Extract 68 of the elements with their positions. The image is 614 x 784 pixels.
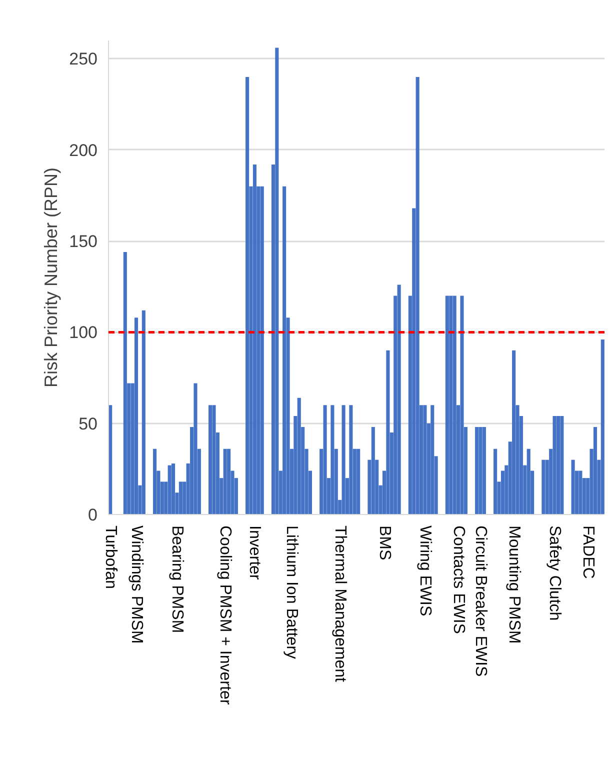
bar [282,186,286,514]
x-tick-label: Lithium Ion Battery [283,526,300,659]
bar [430,405,434,514]
bar [371,426,375,514]
bar [297,398,301,514]
bar [542,460,546,514]
y-tick-label: 250 [69,50,98,69]
y-tick-label: 50 [78,414,98,434]
bar [526,448,530,514]
bar [194,383,198,514]
bar [416,76,420,514]
x-tick-label: Bearing PMSM [168,526,186,634]
bar [252,164,256,514]
bar [223,448,227,514]
bar [212,405,216,514]
x-tick-label: Turbofan [102,526,119,589]
bar [571,460,575,514]
x-tick-label: Wiring EWIS [416,526,434,616]
x-tick-label: FADEC [579,526,596,579]
bar [275,48,279,514]
bar [449,296,453,514]
bar [445,296,449,514]
bar [260,186,264,514]
y-tick-label: 100 [69,323,98,342]
x-tick-label: Circuit Breaker EWIS [472,526,489,677]
bar [342,405,346,514]
bar [556,416,560,514]
bar [452,296,456,514]
y-tick-label: 0 [88,506,98,524]
x-tick-label: Contacts EWIS [450,526,467,634]
bar [208,405,212,514]
bar [356,448,360,514]
y-tick-label: 200 [69,140,98,160]
x-tick-label: Mounting PMSM [505,526,522,644]
bar [560,416,564,514]
bar [593,426,598,514]
bar [482,426,486,514]
y-tick-label: 150 [69,232,98,252]
bar [386,350,390,514]
bar [172,463,176,514]
bar [246,76,250,514]
x-tick-label: Cooling PMSM + Inverter [216,526,234,706]
bar [178,482,182,514]
bar [168,465,172,514]
bar [494,448,498,514]
bar [123,252,127,514]
bar [478,426,482,514]
x-tick-label: Safety Clutch [546,526,564,621]
bar [423,405,427,514]
bar [323,405,327,514]
x-tick-label: Inverter [246,526,264,580]
bar [152,448,157,514]
bar [134,318,138,514]
bar [512,350,516,514]
bar [349,405,353,514]
x-tick-label: Thermal Management [331,526,348,683]
y-axis-title: Risk Priority Number (RPN) [41,167,62,388]
bar [552,416,556,514]
x-tick-label: BMS [376,526,393,560]
bar [227,448,231,514]
bar [475,426,479,514]
bar [578,470,582,514]
bar [600,339,604,514]
bar [397,284,401,514]
bar [460,296,464,514]
bar [330,405,334,514]
bar [142,310,146,514]
x-tick-label: Windings PMSM [128,526,145,644]
